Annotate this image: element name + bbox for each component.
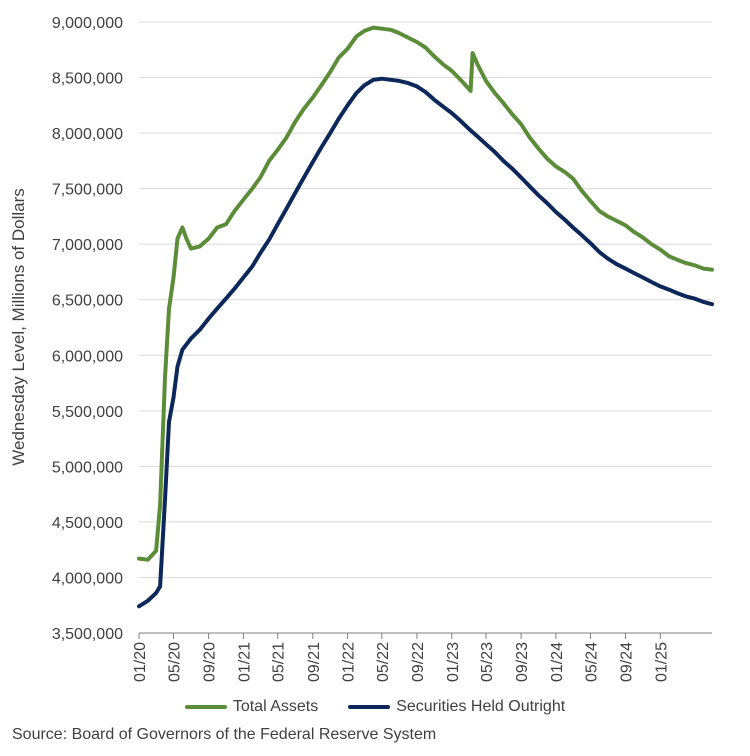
- y-tick-label: 6,500,000: [52, 293, 123, 310]
- legend: Total Assets Securities Held Outright: [0, 698, 750, 716]
- series-lines: [137, 25, 714, 609]
- y-tick-label: 8,000,000: [52, 126, 123, 143]
- legend-item-securities: Securities Held Outright: [348, 698, 565, 716]
- x-tick-label: 05/20: [167, 642, 184, 682]
- x-tick-label: 01/21: [236, 642, 253, 682]
- legend-swatch-securities: [348, 705, 391, 709]
- y-tick-label: 4,000,000: [52, 570, 123, 587]
- y-tick-label: 9,000,000: [52, 15, 123, 32]
- y-tick-label: 5,500,000: [52, 404, 123, 421]
- x-tick-label: 09/20: [202, 642, 219, 682]
- legend-swatch-total-assets: [184, 705, 227, 709]
- x-tick-label: 05/21: [271, 642, 288, 682]
- x-tick-label: 01/24: [549, 642, 566, 682]
- x-tick-label: 09/21: [306, 642, 323, 682]
- y-tick-label: 3,500,000: [52, 626, 123, 643]
- y-tick-label: 7,500,000: [52, 182, 123, 199]
- y-tick-label: 8,500,000: [52, 71, 123, 88]
- x-tick-label: 01/25: [653, 642, 670, 682]
- y-tick-label: 6,000,000: [52, 348, 123, 365]
- axes: 3,500,000 4,000,000 4,500,000 5,000,000 5,50…: [52, 15, 712, 682]
- x-tick-label: 01/22: [341, 642, 358, 682]
- y-tick-label: 4,500,000: [52, 515, 123, 532]
- x-tick-label: 09/22: [410, 642, 427, 682]
- gridlines: [139, 21, 712, 578]
- y-tick-label: 7,000,000: [52, 237, 123, 254]
- source-note: Source: Board of Governors of the Federa…: [12, 726, 437, 743]
- legend-label-total-assets: Total Assets: [232, 698, 319, 715]
- y-axis-label: Wednesday Level, Millions of Dollars: [9, 188, 28, 465]
- legend-label-securities: Securities Held Outright: [396, 698, 566, 715]
- x-tick-label: 05/22: [375, 642, 392, 682]
- x-tick-label: 01/20: [132, 642, 149, 682]
- series-line-securities-held-outright: [137, 76, 714, 609]
- series-line-total-assets: [137, 25, 714, 562]
- x-tick-label: 05/24: [583, 642, 600, 682]
- x-tick-label: 09/23: [514, 642, 531, 682]
- x-tick-label: 01/23: [445, 642, 462, 682]
- x-tick-label: 09/24: [619, 642, 636, 682]
- legend-item-total-assets: Total Assets: [184, 698, 319, 716]
- x-tick-label: 05/23: [479, 642, 496, 682]
- y-tick-label: 5,000,000: [52, 459, 123, 476]
